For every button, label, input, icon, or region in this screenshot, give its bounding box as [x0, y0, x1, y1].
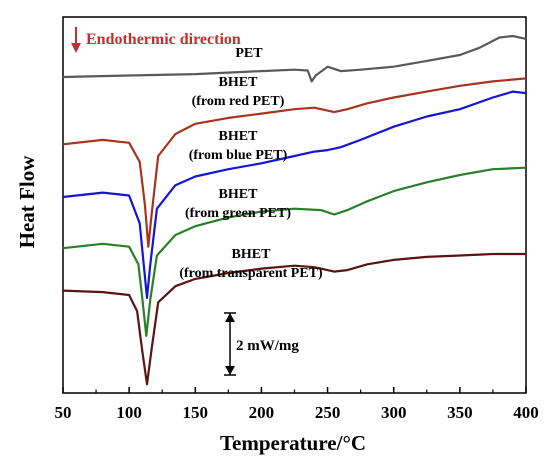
x-tick-label: 250 [315, 403, 341, 422]
x-tick-label: 100 [116, 403, 142, 422]
endothermic-direction-label: Endothermic direction [86, 31, 241, 48]
axes: 50 100 150 200 250 300 350 400 [55, 16, 539, 422]
series-label-3-line-1: (from green PET) [185, 206, 291, 221]
series-label-4-line-1: (from transparent PET) [179, 266, 323, 281]
x-axis-title: Temperature/°C [220, 431, 366, 455]
scale-bar-label: 2 mW/mg [236, 338, 299, 354]
endothermic-annotation: Endothermic direction [71, 27, 241, 53]
series-line-0 [62, 34, 527, 83]
scale-bar: 2 mW/mg [224, 312, 299, 376]
scale-arrow-down-icon [225, 366, 235, 375]
series-group [62, 34, 527, 386]
series-label-4-line-0: BHET [232, 247, 272, 262]
series-line-3 [62, 166, 527, 337]
x-tick-label: 300 [381, 403, 407, 422]
series-line-1 [62, 77, 527, 248]
curve-labels: PET BHET (from red PET) BHET (from blue PET)… [179, 46, 323, 281]
series-label-1-line-0: BHET [219, 75, 259, 90]
series-line-2 [62, 90, 527, 299]
y-axis-title: Heat Flow [15, 155, 39, 249]
series-line-4 [62, 252, 526, 386]
arrow-head-icon [71, 43, 81, 53]
series-label-1-line-1: (from red PET) [192, 94, 285, 109]
x-tick-label: 400 [513, 403, 539, 422]
x-tick-label: 150 [183, 403, 209, 422]
series-label-3-line-0: BHET [219, 187, 259, 202]
scale-arrow-up-icon [225, 313, 235, 322]
series-label-2-line-0: BHET [219, 129, 259, 144]
x-tick-label: 350 [447, 403, 473, 422]
x-tick-label: 200 [249, 403, 275, 422]
series-label-0-line-0: PET [235, 46, 263, 61]
series-label-2-line-1: (from blue PET) [189, 148, 288, 163]
x-tick-label: 50 [55, 403, 72, 422]
